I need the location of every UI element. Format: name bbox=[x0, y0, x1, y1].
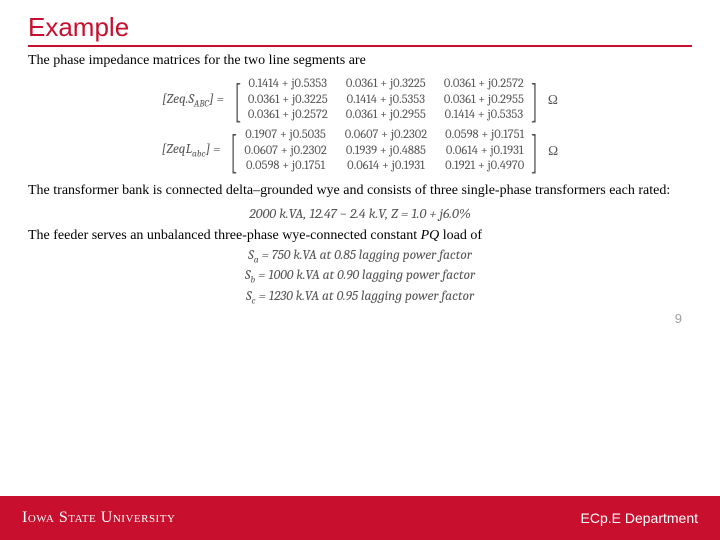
matrix-cell: 0.0607 + j0.2302 bbox=[244, 144, 326, 160]
matrix-cell: 0.0361 + j0.2955 bbox=[346, 108, 426, 124]
matrix-cell: 0.0598 + j0.1751 bbox=[445, 128, 524, 144]
matrix-cell: 0.1414 + j0.5353 bbox=[248, 77, 328, 93]
matrix-cell: 0.1414 + j0.5353 bbox=[444, 108, 524, 124]
matrix-cell: 0.0614 + j0.1931 bbox=[445, 144, 524, 160]
matrix-cell: 0.0361 + j0.3225 bbox=[346, 77, 426, 93]
bracket-right: ] bbox=[531, 79, 537, 122]
matrix-label: [Zeq.SABC] = bbox=[162, 92, 224, 110]
matrix-unit: Ω bbox=[548, 92, 558, 108]
intro-text: The phase impedance matrices for the two… bbox=[28, 53, 692, 69]
matrix-cell: 0.0614 + j0.1931 bbox=[345, 159, 427, 175]
feeder-paragraph: The feeder serves an unbalanced three-ph… bbox=[28, 228, 692, 244]
matrix-row: [ZeqLabc] =[0.1907 + j0.50350.0607 + j0.… bbox=[162, 128, 558, 175]
logo-text: Iowa State bbox=[22, 509, 96, 526]
matrix-cell: 0.0361 + j0.2955 bbox=[444, 93, 524, 109]
page-number: 9 bbox=[28, 311, 692, 326]
matrix-label: [ZeqLabc] = bbox=[162, 142, 221, 160]
transformer-rating: 2000 k.VA, 12.47 − 2.4 k.V, Z = 1.0 + j6… bbox=[28, 205, 692, 222]
slide: Example The phase impedance matrices for… bbox=[0, 0, 720, 540]
loads-block: Sa = 750 k.VA at 0.85 lagging power fact… bbox=[28, 248, 692, 307]
matrix-cell: 0.1939 + j0.4885 bbox=[345, 144, 427, 160]
matrix-cell: 0.0361 + j0.3225 bbox=[248, 93, 328, 109]
footer-bar: Iowa State University ECp.E Department bbox=[0, 496, 720, 540]
bracket-left: [ bbox=[232, 130, 238, 173]
load-line: Sc = 1230 k.VA at 0.95 lagging power fac… bbox=[28, 289, 692, 307]
transformer-paragraph: The transformer bank is connected delta–… bbox=[28, 183, 692, 199]
matrix-unit: Ω bbox=[548, 143, 558, 159]
matrix-grid: 0.1414 + j0.53530.0361 + j0.32250.0361 +… bbox=[246, 77, 526, 124]
pq-italic: PQ bbox=[421, 228, 440, 243]
slide-title: Example bbox=[28, 12, 692, 47]
matrix-cell: 0.1414 + j0.5353 bbox=[346, 93, 426, 109]
bracket-right: ] bbox=[531, 130, 537, 173]
matrix-cell: 0.0361 + j0.2572 bbox=[248, 108, 328, 124]
load-line: Sb = 1000 k.VA at 0.90 lagging power fac… bbox=[28, 268, 692, 286]
content-area: Example The phase impedance matrices for… bbox=[0, 0, 720, 496]
feeder-text-b: load of bbox=[439, 228, 482, 243]
matrix-cell: 0.1907 + j0.5035 bbox=[244, 128, 326, 144]
matrix-grid: 0.1907 + j0.50350.0607 + j0.23020.0598 +… bbox=[242, 128, 526, 175]
matrix-cell: 0.0361 + j0.2572 bbox=[444, 77, 524, 93]
matrix-cell: 0.0598 + j0.1751 bbox=[244, 159, 326, 175]
department-label: ECp.E Department bbox=[581, 510, 699, 526]
matrix-cell: 0.0607 + j0.2302 bbox=[345, 128, 427, 144]
matrix-row: [Zeq.SABC] =[0.1414 + j0.53530.0361 + j0… bbox=[162, 77, 558, 124]
feeder-text-a: The feeder serves an unbalanced three-ph… bbox=[28, 228, 421, 243]
matrix-cell: 0.1921 + j0.4970 bbox=[445, 159, 524, 175]
matrix-block: [Zeq.SABC] =[0.1414 + j0.53530.0361 + j0… bbox=[28, 75, 692, 177]
load-line: Sa = 750 k.VA at 0.85 lagging power fact… bbox=[28, 248, 692, 266]
logo-text-2: University bbox=[101, 509, 176, 526]
university-logo: Iowa State University bbox=[22, 509, 175, 527]
bracket-left: [ bbox=[235, 79, 241, 122]
